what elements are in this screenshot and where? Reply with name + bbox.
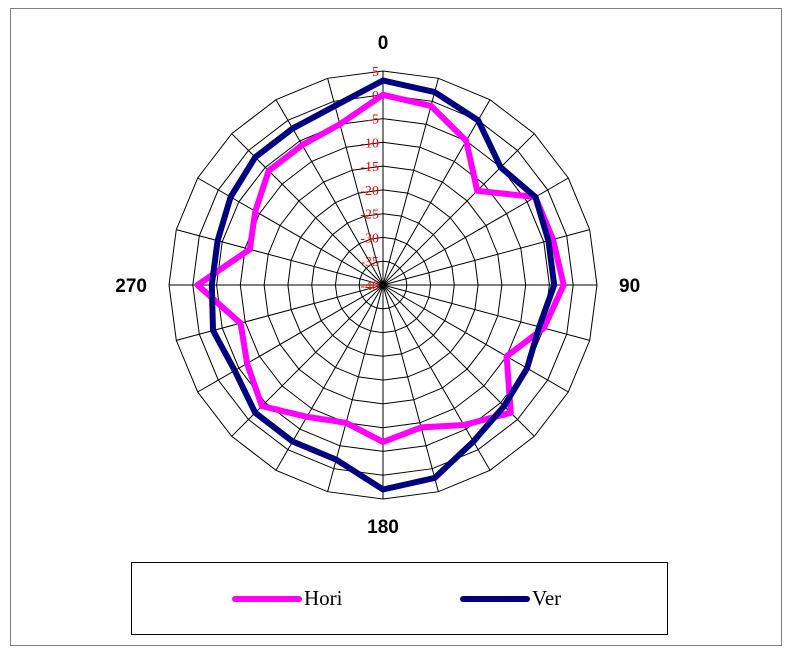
grid-spoke [382, 99, 491, 286]
radial-tick-label: -40 [360, 279, 379, 294]
radial-tick-label: -15 [360, 160, 379, 175]
legend-item-hori: Hori [232, 563, 343, 634]
grid-spoke [176, 229, 384, 286]
radial-tick-label: -30 [360, 231, 379, 246]
legend-item-ver: Ver [460, 563, 561, 634]
angle-label-270: 270 [115, 276, 147, 297]
angle-label-0: 0 [378, 33, 389, 54]
radial-tick-label: 5 [372, 65, 379, 80]
angle-label-180: 180 [367, 517, 399, 538]
polar-grid [168, 70, 598, 500]
grid-spoke [382, 284, 439, 492]
angle-tick-labels: 0 90 180 270 [115, 33, 640, 538]
angle-label-90: 90 [619, 276, 640, 297]
grid-spoke [382, 133, 535, 286]
legend: Hori Ver [131, 562, 668, 635]
grid-spoke [382, 284, 569, 393]
polar-chart: 5 0 -5 -10 -15 -20 -25 -30 -35 -40 0 90 180 270 [115, 33, 640, 538]
legend-label-ver: Ver [532, 586, 562, 610]
legend-label-hori: Hori [304, 586, 343, 610]
radial-tick-label: -20 [360, 184, 379, 199]
chart-frame: 5 0 -5 -10 -15 -20 -25 -30 -35 -40 0 90 180 270 [10, 8, 782, 646]
grid-spoke [327, 78, 384, 286]
radial-tick-label: -5 [367, 113, 379, 128]
series-layer [194, 77, 567, 493]
radial-tick-label: -25 [360, 208, 379, 223]
radial-tick-label: -10 [360, 136, 379, 151]
grid-spoke [382, 78, 439, 286]
legend-swatch-hori [232, 595, 302, 602]
radial-tick-label: -35 [360, 255, 379, 270]
series-line-ver [208, 77, 558, 493]
legend-swatch-ver [460, 595, 530, 602]
grid-spoke [382, 284, 590, 341]
grid-spoke [197, 284, 384, 393]
